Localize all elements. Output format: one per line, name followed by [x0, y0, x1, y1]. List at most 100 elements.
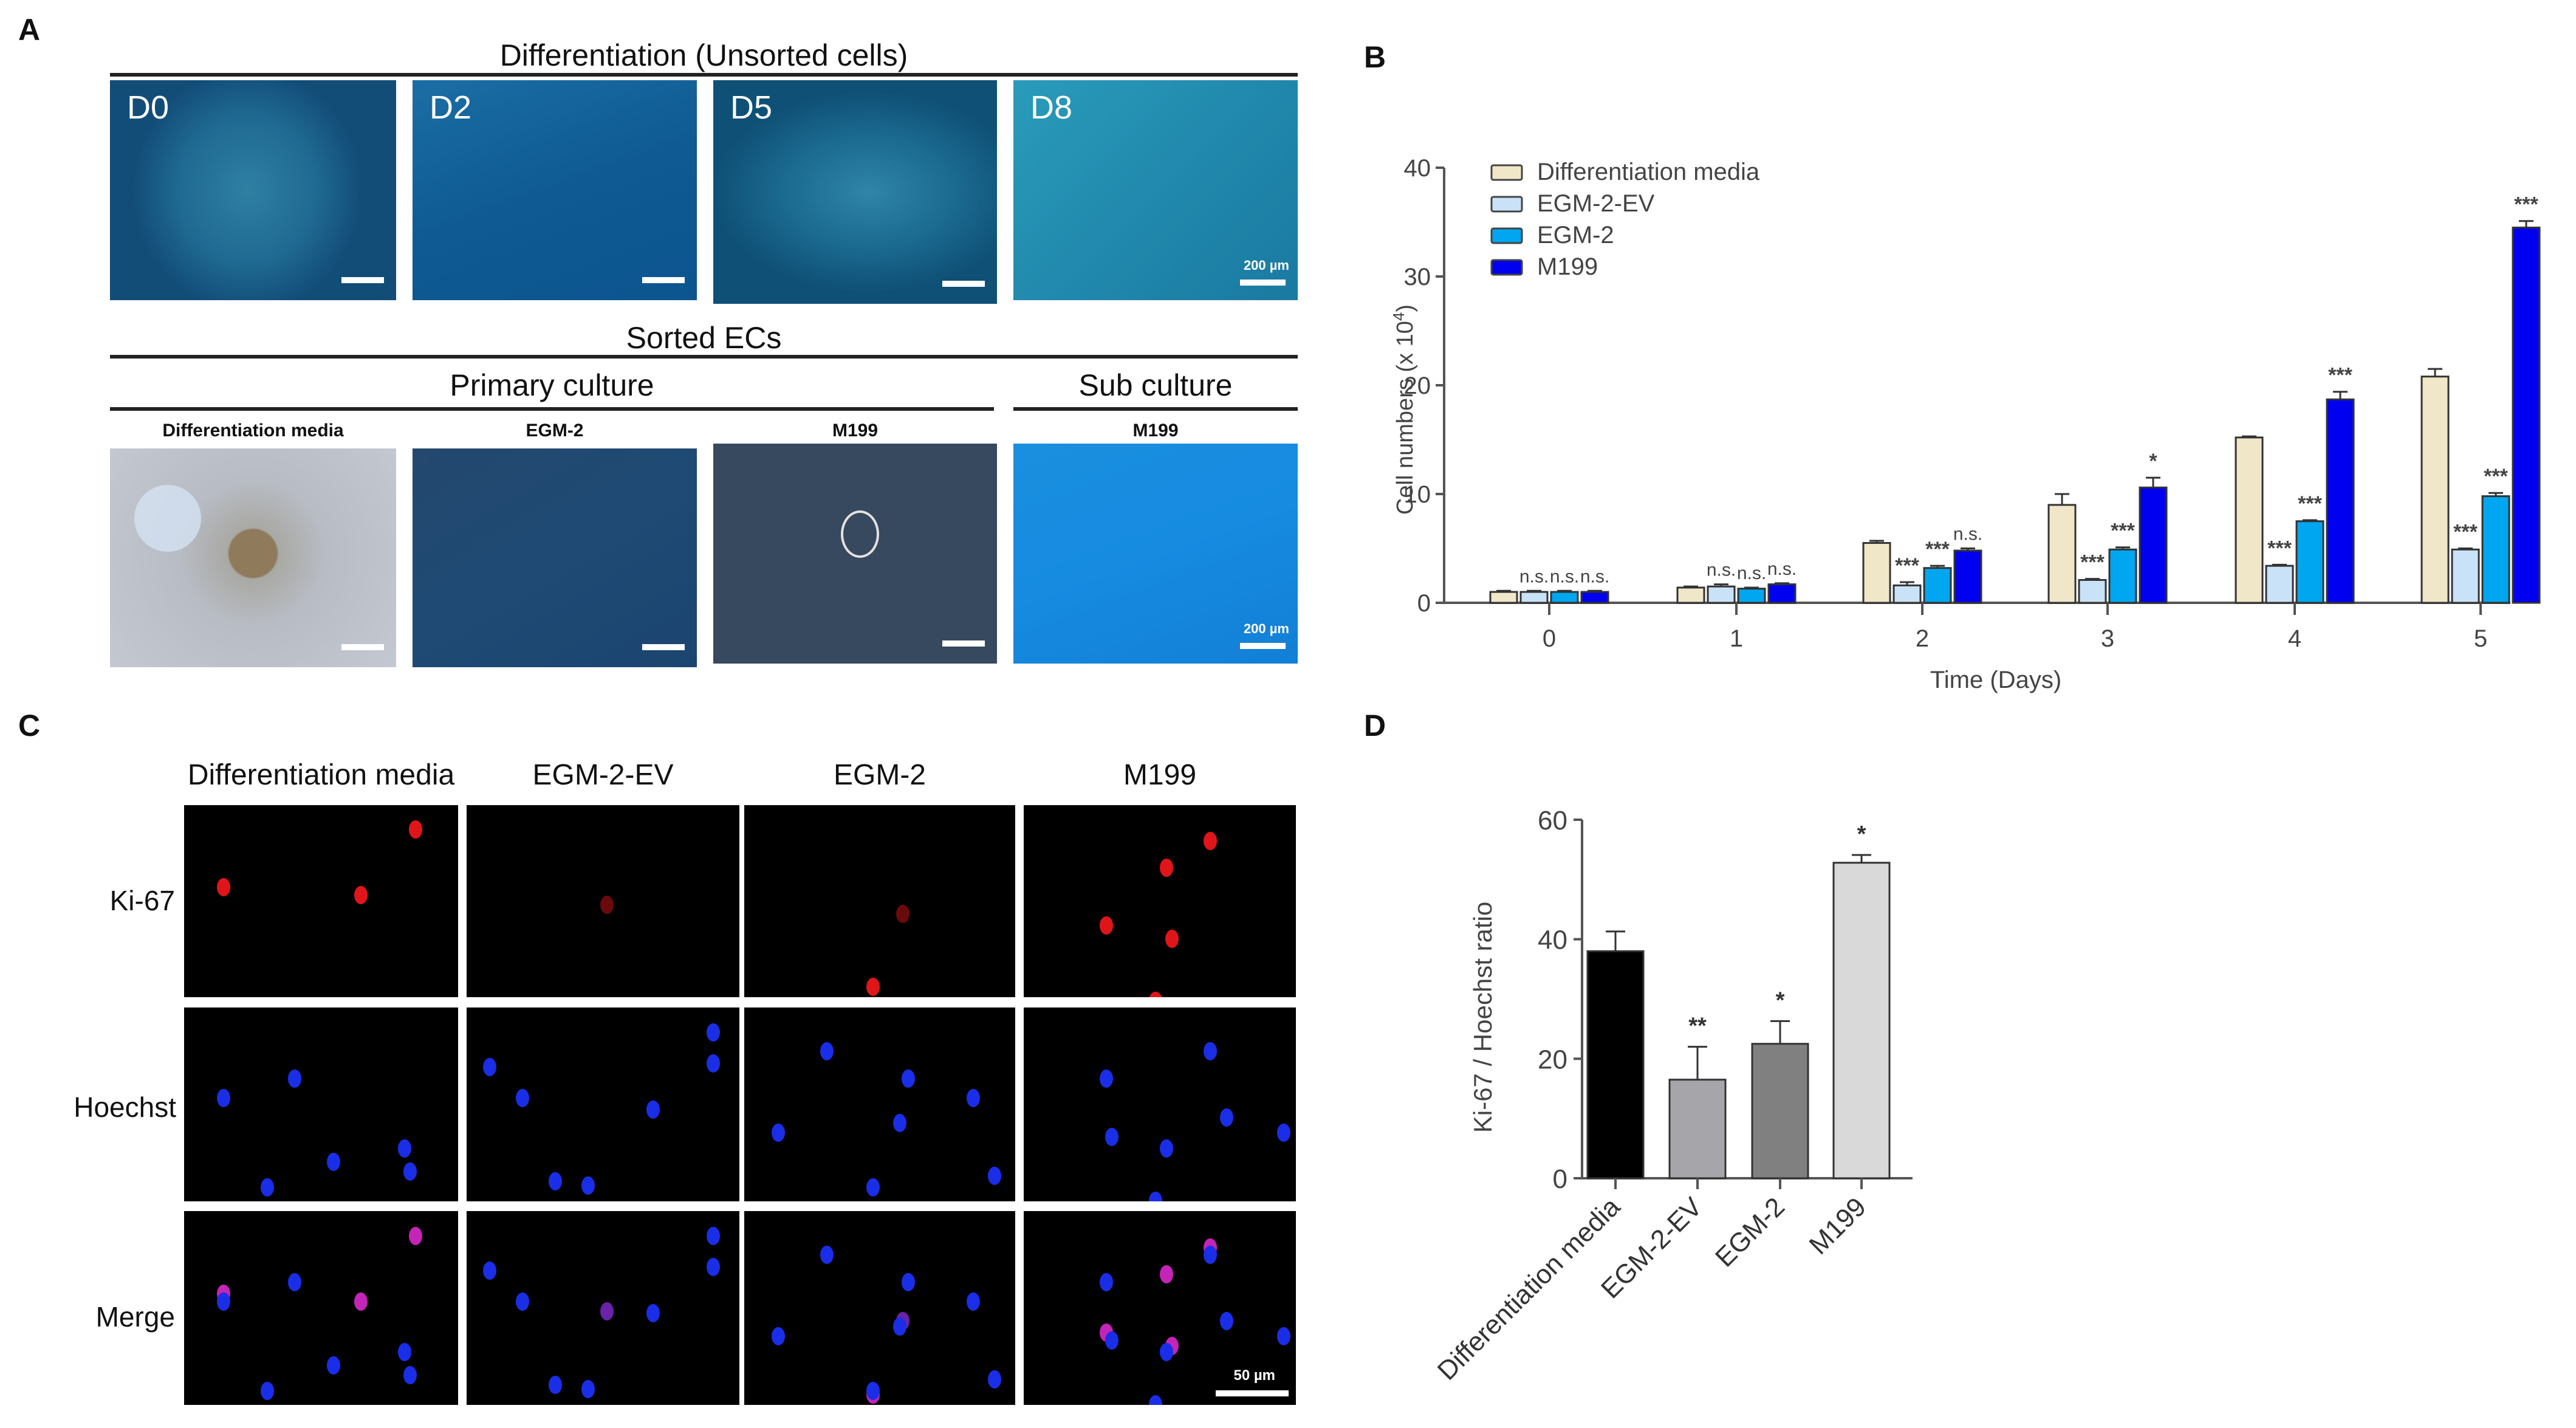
- significance-label: n.s.: [1767, 559, 1797, 579]
- bar: [2108, 548, 2137, 604]
- nucleus: [1105, 1127, 1119, 1146]
- sub-culture-rule: [1013, 407, 1298, 411]
- nucleus: [866, 1381, 880, 1400]
- nucleus: [217, 1088, 231, 1107]
- nucleus: [482, 1261, 496, 1280]
- scale-bar: [341, 644, 384, 650]
- bar: [1489, 591, 1518, 604]
- legend-label: EGM-2-EV: [1537, 190, 1655, 217]
- nucleus: [354, 1292, 368, 1311]
- nucleus: [1149, 1395, 1163, 1405]
- significance-label: ***: [2267, 537, 2292, 560]
- bar: [2420, 376, 2450, 604]
- fluorescence-hoechst-egm2-ev: [467, 1007, 739, 1201]
- significance-label: n.s.: [1550, 566, 1579, 586]
- y-tick-label: 20: [1404, 372, 1431, 399]
- bar: [2512, 226, 2541, 604]
- nucleus: [966, 1088, 980, 1107]
- nucleus: [820, 1246, 834, 1265]
- fluorescence-ki67-differentiation-media: [184, 805, 458, 997]
- nucleus: [707, 1023, 721, 1042]
- y-tick-label: 10: [1404, 481, 1431, 508]
- nucleus: [261, 1178, 275, 1196]
- nucleus: [1100, 1273, 1114, 1292]
- x-tick-label: 0: [1543, 625, 1556, 652]
- nucleus: [771, 1327, 785, 1346]
- nucleus: [403, 1162, 417, 1181]
- panel-c-label: C: [18, 709, 41, 743]
- panel-b-label: B: [1364, 40, 1386, 74]
- scale-bar: [642, 277, 685, 283]
- nucleus: [548, 1376, 562, 1395]
- nucleus: [217, 1292, 231, 1311]
- differentiation-rule: [110, 73, 1298, 77]
- significance-label: ***: [1895, 554, 1919, 577]
- fluorescence-hoechst-m199: [1024, 1007, 1296, 1201]
- nucleus: [326, 1356, 340, 1375]
- fluorescence-ki67-egm2-ev: [467, 805, 739, 997]
- panel-d-label: D: [1364, 709, 1386, 743]
- row-label-merge: Merge: [95, 1301, 175, 1333]
- nucleus: [1160, 1265, 1173, 1284]
- nucleus: [397, 1342, 411, 1361]
- label-m199-sub: M199: [1132, 421, 1179, 441]
- micrograph-d2: D2: [413, 80, 697, 300]
- primary-culture-title: Primary culture: [450, 368, 654, 402]
- scale-bar-label: 200 µm: [1243, 258, 1289, 273]
- bar: [1862, 542, 1891, 604]
- significance-label: n.s.: [1953, 524, 1982, 544]
- micrograph-d0: D0: [110, 80, 396, 300]
- differentiation-title: Differentiation (Unsorted cells): [499, 38, 908, 72]
- bar: [2235, 436, 2264, 604]
- nucleus: [261, 1381, 275, 1400]
- bar: [1519, 591, 1549, 604]
- bar: [2078, 578, 2107, 604]
- legend-label: M199: [1537, 253, 1598, 280]
- nucleus: [217, 878, 231, 897]
- scale-bar: [1240, 643, 1286, 649]
- nucleus: [820, 1042, 834, 1061]
- nucleus: [988, 1370, 1002, 1389]
- bar: [1953, 549, 1982, 604]
- significance-label: n.s.: [1519, 566, 1549, 586]
- y-tick-label: 40: [1404, 155, 1431, 182]
- nucleus: [1100, 1069, 1114, 1088]
- nucleus: [1100, 916, 1114, 935]
- nucleus: [901, 1273, 915, 1292]
- nucleus: [1105, 1331, 1119, 1350]
- nucleus: [397, 1139, 411, 1158]
- legend-label: Differentiation media: [1537, 159, 1760, 185]
- nucleus: [893, 1317, 907, 1336]
- legend-swatch: [1490, 196, 1523, 213]
- significance-label: n.s.: [1737, 563, 1766, 583]
- micrograph-d5: D5: [713, 80, 997, 304]
- label-egm2: EGM-2: [526, 421, 584, 441]
- sorted-ecs-title: Sorted ECs: [626, 321, 782, 355]
- nucleus: [581, 1176, 595, 1195]
- bar: [2326, 398, 2355, 604]
- significance-label: ***: [2080, 551, 2105, 574]
- nucleus: [646, 1304, 660, 1323]
- significance-label: n.s.: [1580, 566, 1609, 586]
- legend-label: EGM-2: [1537, 222, 1614, 249]
- sub-culture-title: Sub culture: [1078, 368, 1233, 402]
- significance-label: ***: [2514, 193, 2538, 216]
- nucleus: [1276, 1327, 1290, 1346]
- micrograph-egm2: [413, 448, 697, 667]
- bar: [2295, 520, 2324, 604]
- col-header-differentiation-media: Differentiation media: [187, 759, 455, 791]
- bar: [1737, 588, 1766, 604]
- col-header-egm2: EGM-2: [833, 759, 926, 791]
- nucleus: [403, 1366, 417, 1385]
- nucleus: [866, 1178, 880, 1196]
- nucleus: [866, 978, 880, 997]
- row-label-ki67: Ki-67: [109, 885, 175, 916]
- y-tick-label: 30: [1404, 264, 1431, 290]
- nucleus: [515, 1088, 529, 1107]
- fluorescence-merge-differentiation-media: [184, 1211, 458, 1405]
- scale-bar: [341, 277, 384, 283]
- scale-bar: [1216, 1390, 1289, 1396]
- nucleus: [646, 1100, 660, 1119]
- nucleus: [1203, 832, 1217, 851]
- scale-bar: [942, 281, 985, 287]
